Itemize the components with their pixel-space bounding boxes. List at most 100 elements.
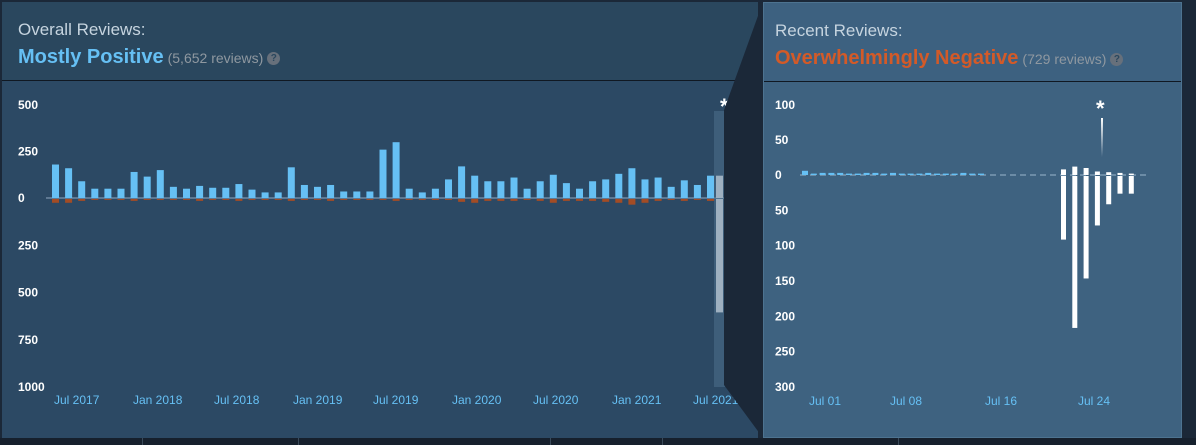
positive-bar <box>209 187 217 198</box>
recent-chart: 100 50 0 50 100 150 200 250 300 * Jul 01 Jul 08 Jul … <box>775 96 1149 408</box>
positive-bar <box>810 173 817 175</box>
positive-bar <box>802 170 808 175</box>
x-tick-label: Jul 2017 <box>54 393 100 407</box>
positive-bar <box>549 174 557 198</box>
divider <box>142 438 143 445</box>
annotation-asterisk: * <box>720 94 729 119</box>
negative-bar <box>562 199 570 201</box>
negative-bar <box>484 199 492 201</box>
negative-bar <box>523 199 531 200</box>
overall-summary: Mostly Positive (5,652 reviews)? <box>18 46 281 69</box>
overall-count: (5,652 reviews) <box>167 50 264 66</box>
positive-bar <box>340 191 348 198</box>
positive-bar <box>916 173 923 175</box>
positive-bar <box>654 177 662 198</box>
negative-bar <box>130 199 138 201</box>
positive-bar <box>91 188 99 198</box>
y-tick-label: 250 <box>18 238 38 252</box>
highlight-negative-bar <box>1117 176 1123 194</box>
positive-bar <box>828 172 835 175</box>
y-tick-label: 300 <box>775 380 795 394</box>
help-icon[interactable]: ? <box>267 52 281 65</box>
y-tick-label: 1000 <box>18 380 45 394</box>
negative-bar <box>549 199 557 203</box>
y-tick-label: 200 <box>775 309 795 323</box>
negative-bar <box>196 199 204 201</box>
positive-bar <box>589 181 597 198</box>
positive-bar <box>898 173 905 175</box>
overall-rating: Mostly Positive <box>18 46 164 68</box>
positive-bar <box>978 173 984 175</box>
y-tick-label: 250 <box>775 345 795 359</box>
highlight-negative-bar <box>1083 176 1089 279</box>
x-tick-label: Jul 24 <box>1078 394 1110 408</box>
highlight-positive-bar <box>1106 172 1112 175</box>
y-tick-label: 50 <box>775 203 789 217</box>
negative-bar <box>314 199 321 200</box>
positive-bar <box>471 175 479 198</box>
divider <box>662 438 663 445</box>
y-tick-label: 0 <box>775 168 782 182</box>
highlight-negative-bar <box>1061 176 1066 240</box>
negative-bar <box>300 199 308 200</box>
overall-reviews-panel: Overall Reviews: Mostly Positive (5,652 r… <box>2 2 758 438</box>
positive-bar <box>615 173 623 198</box>
negative-bar <box>536 199 544 201</box>
highlight-negative-bar <box>1106 176 1112 205</box>
positive-bar <box>602 179 610 198</box>
overall-chart: 500 250 0 250 500 750 1000 * Jul 2017 Jan 2018 Jul… <box>18 94 739 407</box>
positive-bar <box>327 184 335 198</box>
y-tick-label: 100 <box>775 239 795 253</box>
recent-chart-area: 100 50 0 50 100 150 200 250 300 * Jul 01 Jul 08 Jul … <box>764 82 1181 437</box>
positive-bar <box>925 172 932 175</box>
x-tick-label: Jan 2020 <box>452 393 502 407</box>
y-tick-label: 0 <box>18 191 25 205</box>
positive-bar <box>458 166 466 198</box>
negative-bar <box>78 199 86 201</box>
negative-bar <box>169 199 177 200</box>
negative-bar <box>235 199 243 201</box>
negative-bar <box>471 199 479 203</box>
positive-bar <box>641 179 649 198</box>
negative-bar <box>667 199 675 200</box>
recent-summary: Overwhelmingly Negative (729 reviews)? <box>775 47 1124 70</box>
positive-bar <box>510 177 518 198</box>
negative-bar <box>589 199 597 201</box>
positive-bar <box>274 192 282 198</box>
negative-bar <box>91 199 99 200</box>
divider <box>898 438 899 445</box>
positive-bar <box>222 187 230 198</box>
y-tick-label: 500 <box>18 286 38 300</box>
highlight-positive-bar <box>1128 173 1134 175</box>
x-tick-label: Jan 2018 <box>133 393 183 407</box>
positive-bar <box>353 191 361 198</box>
x-tick-label: Jul 2021 <box>693 393 739 407</box>
positive-bar <box>890 172 896 175</box>
highlight-positive-bar <box>1094 171 1100 175</box>
x-tick-label: Jul 01 <box>809 394 841 408</box>
recent-count: (729 reviews) <box>1022 51 1107 67</box>
annotation-pointer <box>725 116 727 166</box>
y-tick-label: 100 <box>775 98 795 112</box>
negative-bar <box>261 199 269 200</box>
y-tick-label: 750 <box>18 333 38 347</box>
positive-bar <box>628 168 636 198</box>
positive-bar <box>65 168 73 198</box>
positive-bar <box>405 188 413 198</box>
divider <box>550 438 551 445</box>
negative-bar <box>65 199 73 203</box>
positive-bar <box>863 172 870 175</box>
positive-bar <box>445 179 452 198</box>
positive-bar <box>314 186 321 198</box>
x-tick-label: Jul 2018 <box>214 393 260 407</box>
positive-bar <box>169 186 177 198</box>
negative-bar <box>366 199 374 200</box>
positive-bar <box>576 188 583 198</box>
highlight-positive-bar <box>1061 169 1066 175</box>
positive-bar <box>819 172 826 175</box>
negative-bar <box>183 199 190 200</box>
negative-bar <box>510 199 518 201</box>
help-icon[interactable]: ? <box>1110 53 1124 66</box>
negative-bar <box>392 199 400 201</box>
positive-bar <box>667 186 675 198</box>
